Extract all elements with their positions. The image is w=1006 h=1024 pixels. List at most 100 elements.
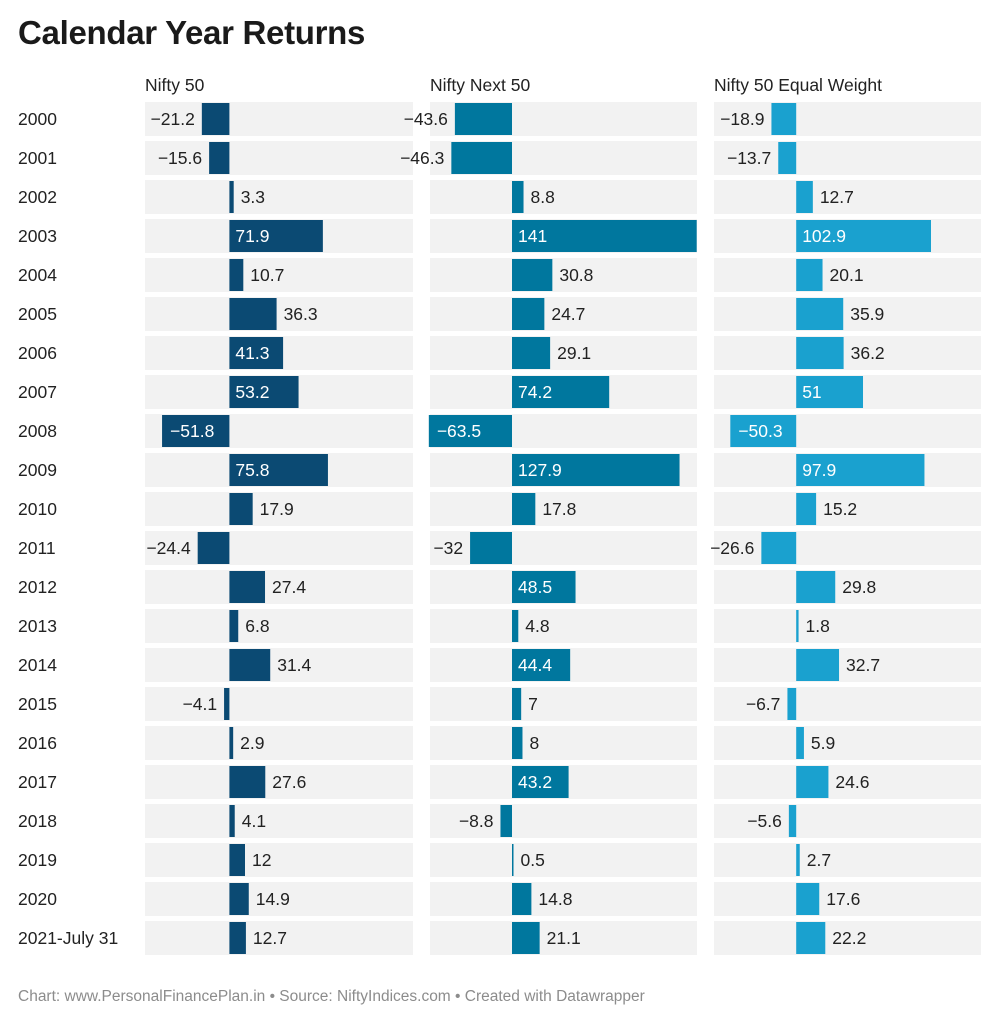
bar-track [430,882,697,916]
bar-track [430,843,697,877]
data-label: 1.8 [806,616,830,636]
category-label: 2010 [18,499,57,519]
bar-track [145,687,413,721]
bar [512,766,569,798]
bar [229,649,271,681]
bar [229,220,323,252]
data-label: 17.6 [826,889,860,909]
bar-track [145,765,413,799]
data-label: 20.1 [830,265,864,285]
series-header: Nifty 50 [145,75,205,95]
bar [796,220,931,252]
bar [796,649,840,681]
bar-track [430,492,697,526]
bar [229,181,234,213]
data-label: −8.8 [459,811,494,831]
bar [796,922,826,954]
data-label: −5.6 [747,811,782,831]
data-label: 27.6 [272,772,306,792]
category-label: 2003 [18,226,57,246]
bar [730,415,797,447]
data-label: −46.3 [400,148,444,168]
bar [454,103,512,135]
bar-track [145,258,413,292]
bar [451,142,512,174]
data-label: 48.5 [518,577,552,597]
data-label: 17.8 [542,499,576,519]
series-header: Nifty Next 50 [430,75,530,95]
category-label: 2002 [18,187,57,207]
bar-track [145,804,413,838]
data-label: −26.6 [710,538,754,558]
bar-track [714,102,981,136]
category-label: 2008 [18,421,57,441]
data-label: 141 [518,226,547,246]
bar [512,376,610,408]
data-label: 21.1 [547,928,581,948]
bar [229,337,284,369]
bar-track [714,921,981,955]
bar [796,337,844,369]
category-label: 2016 [18,733,57,753]
data-label: 41.3 [235,343,269,363]
category-label: 2019 [18,850,57,870]
bar-track [145,609,413,643]
bar-track [430,804,697,838]
bar [512,571,576,603]
data-label: −13.7 [727,148,771,168]
chart-title: Calendar Year Returns [18,14,366,51]
bar [470,532,512,564]
data-label: 12 [252,850,271,870]
data-label: 71.9 [235,226,269,246]
bar [512,844,514,876]
bar-track [145,843,413,877]
category-label: 2014 [18,655,57,675]
data-label: 74.2 [518,382,552,402]
data-label: 36.3 [284,304,318,324]
bar [788,805,797,837]
bar-track [430,531,697,565]
bar [229,844,245,876]
bar [512,181,524,213]
category-label: 2000 [18,109,57,129]
data-label: 15.2 [823,499,857,519]
bar [512,610,519,642]
data-label: 75.8 [235,460,269,480]
category-label: 2021-July 31 [18,928,118,948]
bar-track [145,921,413,955]
data-label: 44.4 [518,655,552,675]
data-label: −18.9 [720,109,764,129]
data-label: 51 [802,382,821,402]
bar [796,454,925,486]
bar-track [714,141,981,175]
bar [512,688,522,720]
bar [512,493,536,525]
data-label: 5.9 [811,733,835,753]
bar-track [714,765,981,799]
data-label: −4.1 [183,694,218,714]
data-label: 8.8 [531,187,555,207]
bar [229,259,244,291]
data-label: 29.1 [557,343,591,363]
bar-track [430,180,697,214]
bar-track [714,258,981,292]
data-label: −15.6 [158,148,202,168]
category-label: 2013 [18,616,57,636]
bar-track [145,141,413,175]
data-label: 35.9 [850,304,884,324]
data-label: 127.9 [518,460,562,480]
bar [229,298,277,330]
category-label: 2004 [18,265,57,285]
bar [512,649,571,681]
bar-track [430,336,697,370]
bar-track [430,687,697,721]
bar [512,727,523,759]
bar-track [714,804,981,838]
bar [224,688,230,720]
bar [771,103,797,135]
bar [787,688,797,720]
data-label: 31.4 [277,655,311,675]
data-label: 43.2 [518,772,552,792]
data-label: 7 [528,694,538,714]
